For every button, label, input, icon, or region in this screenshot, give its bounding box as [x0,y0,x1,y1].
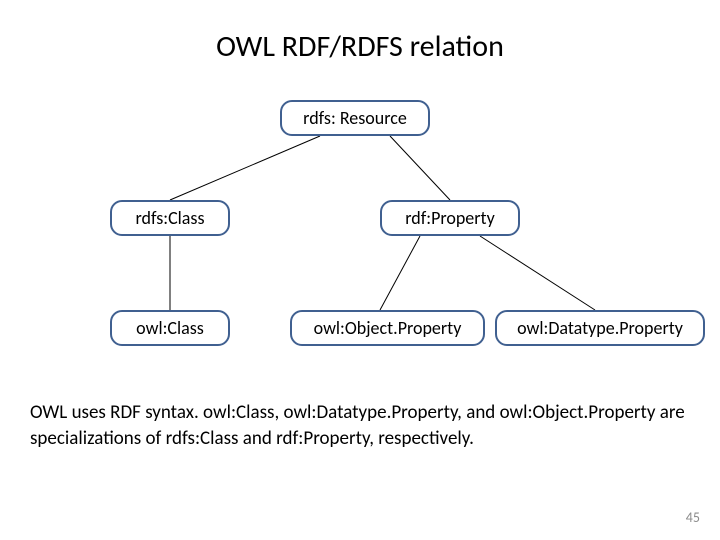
node-owl-objectproperty: owl:Object.Property [290,310,485,346]
node-rdfs-class: rdfs:Class [110,200,230,236]
node-label: owl:Object.Property [314,317,462,339]
node-rdfs-resource: rdfs: Resource [280,100,430,136]
slide: OWL RDF/RDFS relation rdfs: Resource rdf… [0,0,720,540]
slide-title: OWL RDF/RDFS relation [0,28,720,65]
node-label: owl:Datatype.Property [517,317,683,339]
edges-layer [0,0,720,540]
caption-text: OWL uses RDF syntax. owl:Class, owl:Data… [30,400,690,451]
node-label: rdf:Property [405,207,494,229]
node-owl-datatypeproperty: owl:Datatype.Property [495,310,705,346]
node-label: rdfs:Class [135,207,204,229]
node-label: rdfs: Resource [303,107,407,129]
node-label: owl:Class [136,317,204,339]
node-rdf-property: rdf:Property [380,200,520,236]
page-number: 45 [686,509,700,526]
node-owl-class: owl:Class [110,310,230,346]
